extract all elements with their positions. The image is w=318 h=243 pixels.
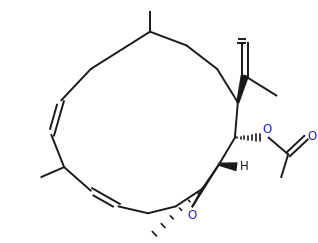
Polygon shape: [237, 75, 248, 103]
Polygon shape: [219, 163, 237, 170]
Text: H: H: [240, 160, 249, 173]
Text: O: O: [308, 130, 317, 143]
Text: O: O: [188, 209, 197, 222]
Text: O: O: [263, 123, 272, 136]
